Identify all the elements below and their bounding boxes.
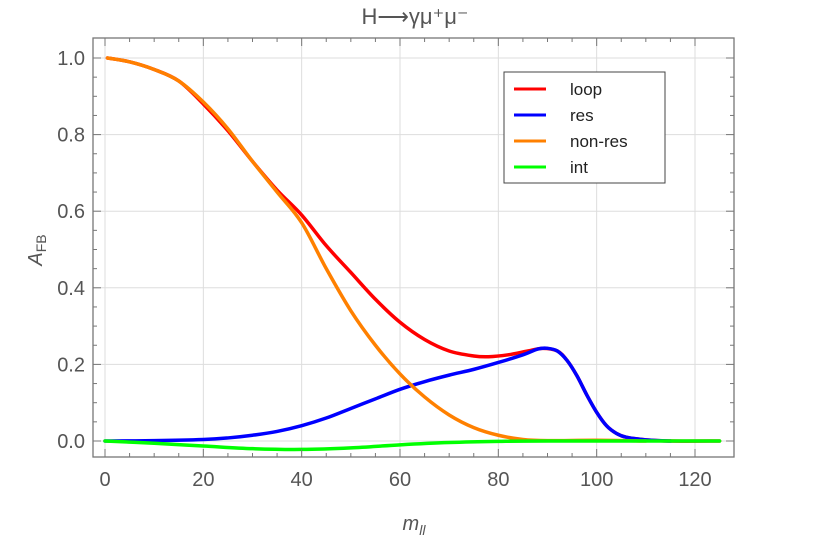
legend-label: non-res bbox=[570, 132, 628, 151]
x-tick-label: 100 bbox=[580, 469, 613, 491]
x-tick-label: 80 bbox=[487, 469, 509, 491]
x-tick-label: 20 bbox=[192, 469, 214, 491]
y-axis-label: AFB bbox=[25, 234, 49, 266]
legend-label: loop bbox=[570, 80, 602, 99]
x-axis-label: mll bbox=[403, 513, 427, 538]
x-tick-label: 60 bbox=[389, 469, 411, 491]
chart-title: H⟶γμ⁺μ⁻ bbox=[361, 4, 468, 29]
y-tick-label: 0.8 bbox=[57, 125, 85, 147]
y-tick-label: 0.0 bbox=[57, 431, 85, 453]
legend-label: int bbox=[570, 158, 588, 177]
x-tick-label: 0 bbox=[99, 469, 110, 491]
y-tick-label: 0.2 bbox=[57, 354, 85, 376]
plot-frame bbox=[92, 37, 735, 458]
series-line-int bbox=[103, 439, 722, 452]
series-line-non-res bbox=[105, 56, 648, 443]
y-tick-label: 0.4 bbox=[57, 278, 85, 300]
x-tick-label: 120 bbox=[678, 469, 711, 491]
ticks: 0 20 40 60 80 100 120 0.0 0.2 0.4 0.6 0.8 1.0 bbox=[57, 38, 734, 491]
series-line-res bbox=[103, 346, 673, 443]
legend: loop res non-res int bbox=[503, 71, 666, 184]
y-tick-label: 0.6 bbox=[57, 201, 85, 223]
series-group bbox=[103, 56, 722, 452]
y-tick-label: 1.0 bbox=[57, 48, 85, 70]
x-tick-label: 40 bbox=[291, 469, 313, 491]
legend-label: res bbox=[570, 106, 594, 125]
